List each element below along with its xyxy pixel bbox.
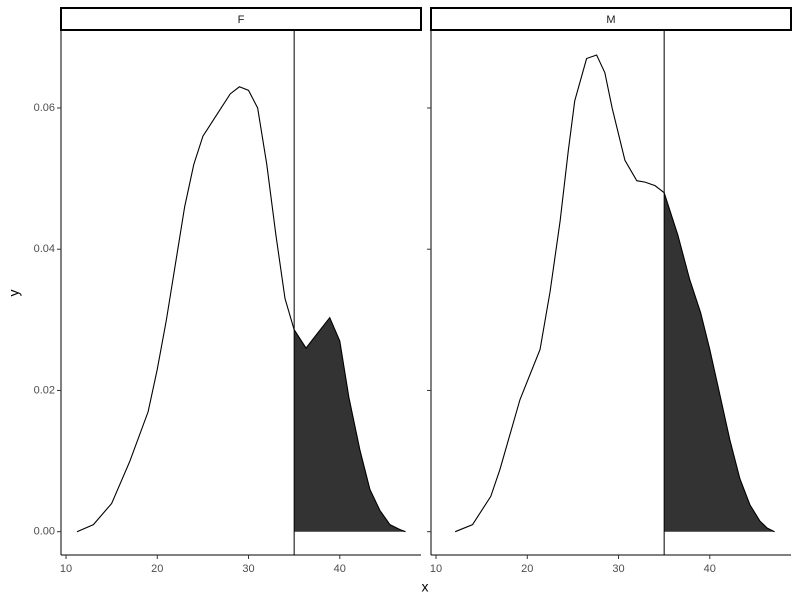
y-axis-label: y — [6, 290, 22, 297]
density-line — [454, 54, 775, 533]
facet-strip — [430, 7, 792, 31]
y-tick-label: 0.04 — [34, 243, 55, 255]
tail-area — [664, 192, 775, 532]
x-tick-label: 10 — [430, 563, 442, 575]
x-tick-label: 10 — [60, 563, 72, 575]
y-tick-label: 0.06 — [34, 102, 55, 114]
y-tick-label: 0.02 — [34, 384, 55, 396]
facet-title: F — [238, 14, 245, 26]
facet-title: M — [606, 14, 615, 26]
x-tick-label: 40 — [334, 563, 346, 575]
facet-strip — [60, 7, 422, 31]
y-tick-label: 0.00 — [34, 526, 55, 538]
x-tick-label: 20 — [521, 563, 533, 575]
x-tick-label: 30 — [242, 563, 254, 575]
x-axis-label: x — [422, 579, 429, 595]
density-line — [76, 86, 406, 533]
tail-area — [294, 317, 406, 532]
x-tick-label: 20 — [151, 563, 163, 575]
x-tick-label: 30 — [612, 563, 624, 575]
x-tick-label: 40 — [704, 563, 716, 575]
